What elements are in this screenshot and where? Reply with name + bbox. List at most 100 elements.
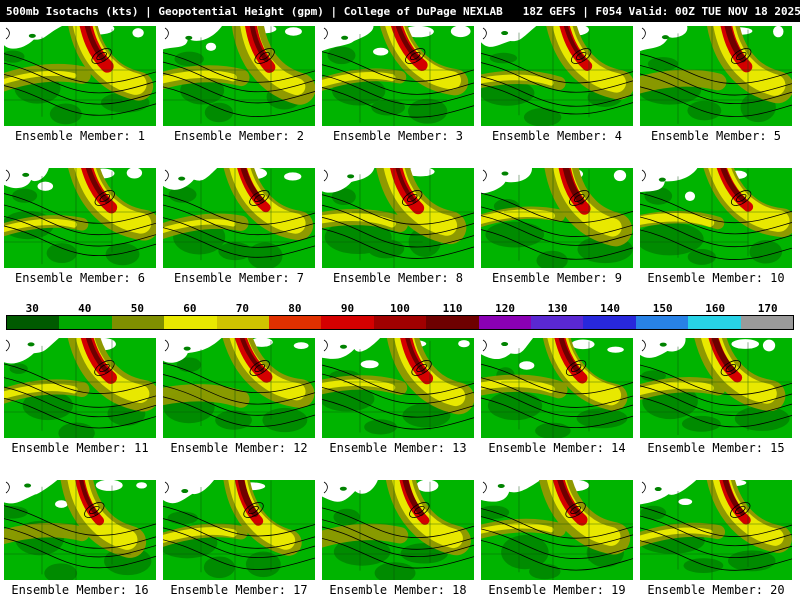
ensemble-member-label: Ensemble Member: 3 bbox=[332, 129, 464, 143]
ensemble-map-14 bbox=[481, 338, 633, 438]
colorbar-tick: 160 bbox=[705, 302, 726, 315]
colorbar-tick-labels: 30 40 50 60 70 80 90 100 110 120 130 140 150 160 170 bbox=[6, 302, 794, 315]
colorbar-tick: 30 bbox=[25, 302, 39, 315]
ensemble-map-7 bbox=[163, 168, 315, 268]
ensemble-member-label: Ensemble Member: 7 bbox=[173, 271, 305, 285]
ensemble-panel: Ensemble Member: 2 bbox=[163, 26, 315, 144]
ensemble-member-label: Ensemble Member: 12 bbox=[170, 441, 308, 455]
ensemble-map-2 bbox=[163, 26, 315, 126]
ensemble-panel: Ensemble Member: 3 bbox=[322, 26, 474, 144]
colorbar-tick: 130 bbox=[547, 302, 568, 315]
ensemble-map-4 bbox=[481, 26, 633, 126]
ensemble-map-18 bbox=[322, 480, 474, 580]
ensemble-map-9 bbox=[481, 168, 633, 268]
colorbar: 30 40 50 60 70 80 90 100 110 120 130 140 150 160 170 bbox=[6, 302, 794, 330]
maps-grid: Ensemble Member: 1 Ensemble Member: 2 Ense… bbox=[0, 22, 800, 600]
colorbar-tick: 150 bbox=[652, 302, 673, 315]
ensemble-member-label: Ensemble Member: 4 bbox=[491, 129, 623, 143]
colorbar-segment bbox=[216, 316, 270, 329]
ensemble-map-5 bbox=[640, 26, 792, 126]
ensemble-map-11 bbox=[4, 338, 156, 438]
title-bar: 500mb Isotachs (kts) | Geopotential Heig… bbox=[0, 0, 800, 22]
ensemble-member-label: Ensemble Member: 17 bbox=[170, 583, 308, 597]
colorbar-tick: 170 bbox=[757, 302, 778, 315]
ensemble-panel: Ensemble Member: 17 bbox=[163, 480, 315, 598]
colorbar-segment bbox=[321, 316, 374, 329]
ensemble-member-label: Ensemble Member: 6 bbox=[14, 271, 146, 285]
ensemble-panel: Ensemble Member: 5 bbox=[640, 26, 792, 144]
maps-row-2: Ensemble Member: 6 Ensemble Member: 7 Ense… bbox=[4, 168, 796, 286]
colorbar-tick: 70 bbox=[235, 302, 250, 315]
colorbar-tick: 80 bbox=[288, 302, 302, 315]
ensemble-map-19 bbox=[481, 480, 633, 580]
colorbar-segment bbox=[688, 316, 741, 329]
ensemble-member-label: Ensemble Member: 19 bbox=[488, 583, 626, 597]
maps-row-3: Ensemble Member: 11 Ensemble Member: 12 En… bbox=[4, 338, 796, 456]
ensemble-map-13 bbox=[322, 338, 474, 438]
ensemble-map-15 bbox=[640, 338, 792, 438]
ensemble-member-label: Ensemble Member: 18 bbox=[329, 583, 467, 597]
colorbar-tick: 40 bbox=[78, 302, 92, 315]
ensemble-panel: Ensemble Member: 12 bbox=[163, 338, 315, 456]
ensemble-panel: Ensemble Member: 8 bbox=[322, 168, 474, 286]
ensemble-member-label: Ensemble Member: 14 bbox=[488, 441, 626, 455]
ensemble-map-6 bbox=[4, 168, 156, 268]
colorbar-tick: 50 bbox=[130, 302, 144, 315]
colorbar-segment bbox=[373, 316, 427, 329]
ensemble-member-label: Ensemble Member: 5 bbox=[650, 129, 782, 143]
ensemble-map-1 bbox=[4, 26, 156, 126]
colorbar-segment bbox=[740, 316, 794, 329]
ensemble-panel: Ensemble Member: 7 bbox=[163, 168, 315, 286]
ensemble-panel: Ensemble Member: 19 bbox=[481, 480, 633, 598]
ensemble-map-12 bbox=[163, 338, 315, 438]
ensemble-map-8 bbox=[322, 168, 474, 268]
colorbar-tick: 60 bbox=[183, 302, 197, 315]
colorbar-segment bbox=[478, 316, 532, 329]
ensemble-panel: Ensemble Member: 10 bbox=[640, 168, 792, 286]
ensemble-member-label: Ensemble Member: 8 bbox=[332, 271, 464, 285]
colorbar-segment bbox=[164, 316, 217, 329]
colorbar-tick: 90 bbox=[340, 302, 355, 315]
product-title: 500mb Isotachs (kts) | Geopotential Heig… bbox=[6, 4, 503, 18]
ensemble-member-label: Ensemble Member: 9 bbox=[491, 271, 623, 285]
maps-row-1: Ensemble Member: 1 Ensemble Member: 2 Ense… bbox=[4, 26, 796, 144]
ensemble-panel: Ensemble Member: 9 bbox=[481, 168, 633, 286]
colorbar-segment bbox=[59, 316, 112, 329]
colorbar-tick: 110 bbox=[442, 302, 463, 315]
colorbar-tick: 100 bbox=[390, 302, 410, 315]
ensemble-panel: Ensemble Member: 18 bbox=[322, 480, 474, 598]
ensemble-member-label: Ensemble Member: 16 bbox=[11, 583, 149, 597]
colorbar-tick: 140 bbox=[600, 302, 621, 315]
colorbar-segment bbox=[635, 316, 689, 329]
model-run-valid-time: 18Z GEFS | F054 Valid: 00Z TUE NOV 18 20… bbox=[522, 4, 800, 18]
colorbar-tick: 120 bbox=[495, 302, 515, 315]
colorbar-segment bbox=[531, 316, 584, 329]
colorbar-segment bbox=[426, 316, 479, 329]
ensemble-member-label: Ensemble Member: 13 bbox=[329, 441, 467, 455]
ensemble-map-10 bbox=[640, 168, 792, 268]
ensemble-panel: Ensemble Member: 15 bbox=[640, 338, 792, 456]
colorbar-scale bbox=[6, 315, 794, 330]
ensemble-member-label: Ensemble Member: 2 bbox=[173, 129, 305, 143]
ensemble-panel: Ensemble Member: 20 bbox=[640, 480, 792, 598]
ensemble-panel: Ensemble Member: 13 bbox=[322, 338, 474, 456]
ensemble-member-label: Ensemble Member: 15 bbox=[647, 441, 785, 455]
maps-row-4: Ensemble Member: 16 Ensemble Member: 17 En… bbox=[4, 480, 796, 598]
ensemble-panel: Ensemble Member: 16 bbox=[4, 480, 156, 598]
ensemble-member-label: Ensemble Member: 11 bbox=[11, 441, 149, 455]
ensemble-member-label: Ensemble Member: 20 bbox=[647, 583, 785, 597]
ensemble-member-label: Ensemble Member: 10 bbox=[647, 271, 785, 285]
ensemble-panel: Ensemble Member: 4 bbox=[481, 26, 633, 144]
ensemble-map-16 bbox=[4, 480, 156, 580]
ensemble-panel: Ensemble Member: 14 bbox=[481, 338, 633, 456]
ensemble-panel: Ensemble Member: 6 bbox=[4, 168, 156, 286]
colorbar-segment bbox=[583, 316, 636, 329]
colorbar-segment bbox=[7, 316, 60, 329]
ensemble-map-20 bbox=[640, 480, 792, 580]
ensemble-member-label: Ensemble Member: 1 bbox=[14, 129, 146, 143]
ensemble-panel: Ensemble Member: 1 bbox=[4, 26, 156, 144]
ensemble-map-17 bbox=[163, 480, 315, 580]
ensemble-map-3 bbox=[322, 26, 474, 126]
colorbar-segment bbox=[111, 316, 165, 329]
